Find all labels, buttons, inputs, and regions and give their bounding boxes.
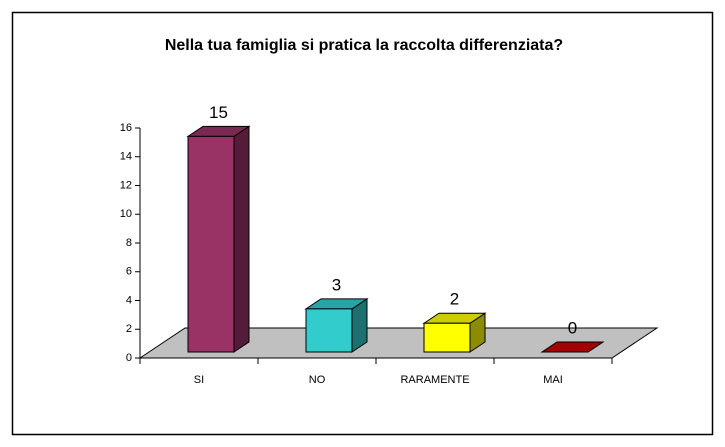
value-label: 2 <box>450 290 459 309</box>
value-label: 0 <box>568 318 577 337</box>
bar <box>304 297 369 353</box>
y-tick-label: 2 <box>126 323 132 335</box>
bar-side <box>233 125 250 353</box>
bar-front <box>305 308 353 353</box>
y-tick-label: 10 <box>120 208 132 220</box>
chart-title: Nella tua famiglia si pratica la raccolt… <box>165 37 563 54</box>
bar <box>422 312 487 353</box>
y-tick-label: 16 <box>120 122 132 134</box>
x-tick-label: RARAMENTE <box>400 374 469 386</box>
bar <box>186 125 251 353</box>
bar <box>540 341 605 353</box>
value-label: 15 <box>209 103 228 122</box>
x-tick-label: MAI <box>543 374 563 386</box>
y-tick-label: 14 <box>120 151 132 163</box>
bar-front <box>187 135 235 353</box>
x-tick-label: SI <box>194 374 204 386</box>
value-label: 3 <box>332 275 341 294</box>
chart-frame <box>11 11 714 436</box>
x-tick-label: NO <box>309 374 326 386</box>
y-tick-label: 12 <box>120 179 132 191</box>
bar-front <box>423 322 471 353</box>
y-tick-label: 4 <box>126 294 132 306</box>
y-tick-label: 8 <box>126 237 132 249</box>
y-tick-label: 6 <box>126 266 132 278</box>
y-tick-label: 0 <box>126 352 132 364</box>
bar-top <box>540 341 605 353</box>
